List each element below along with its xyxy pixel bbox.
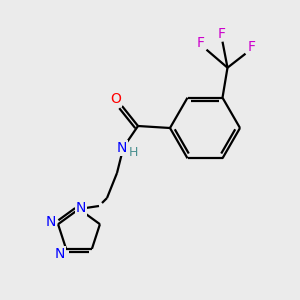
Text: N: N (55, 247, 65, 261)
Text: F: F (218, 27, 226, 41)
Text: N: N (76, 201, 86, 215)
Text: N: N (117, 141, 127, 155)
Text: F: F (248, 40, 256, 54)
Text: N: N (46, 215, 56, 229)
Text: H: H (128, 146, 138, 160)
Text: F: F (196, 36, 205, 50)
Text: O: O (111, 92, 122, 106)
